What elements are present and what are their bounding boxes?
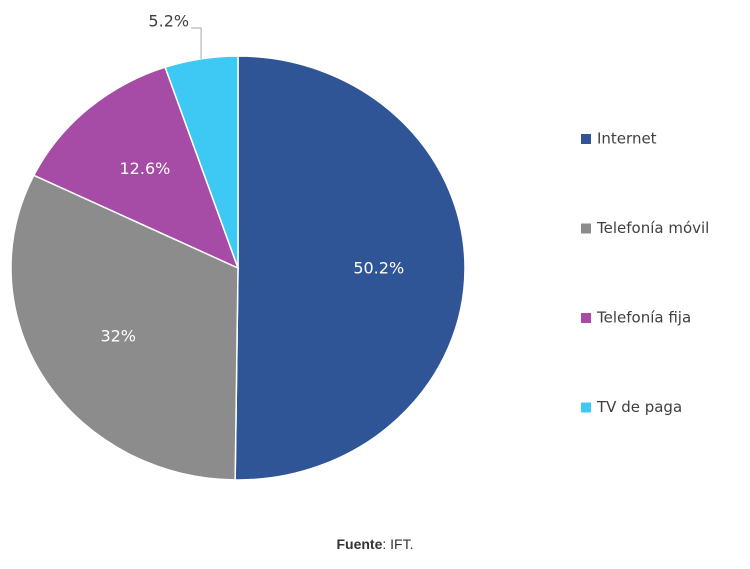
legend-label: Telefonía móvil bbox=[596, 219, 709, 237]
source-text: : IFT. bbox=[382, 536, 413, 552]
legend-label: Telefonía fija bbox=[596, 309, 691, 327]
value-label: 32% bbox=[100, 327, 136, 346]
pie-slice bbox=[32, 66, 240, 270]
legend-label: Internet bbox=[597, 130, 657, 148]
value-label: 12.6% bbox=[120, 159, 171, 178]
legend-swatch bbox=[581, 223, 591, 234]
pie-slice bbox=[10, 174, 239, 481]
source: Fuente: IFT. bbox=[336, 536, 413, 552]
value-label: 5.2% bbox=[148, 12, 189, 31]
value-label: 50.2% bbox=[353, 258, 404, 277]
legend-swatch bbox=[581, 134, 591, 144]
pie-slice bbox=[164, 55, 239, 269]
leader-line bbox=[191, 27, 202, 59]
source-label: Fuente bbox=[336, 536, 382, 552]
legend-label: TV de paga bbox=[596, 398, 682, 416]
legend-swatch bbox=[581, 313, 591, 323]
legend-swatch bbox=[581, 402, 591, 413]
pie-slice bbox=[234, 55, 466, 481]
